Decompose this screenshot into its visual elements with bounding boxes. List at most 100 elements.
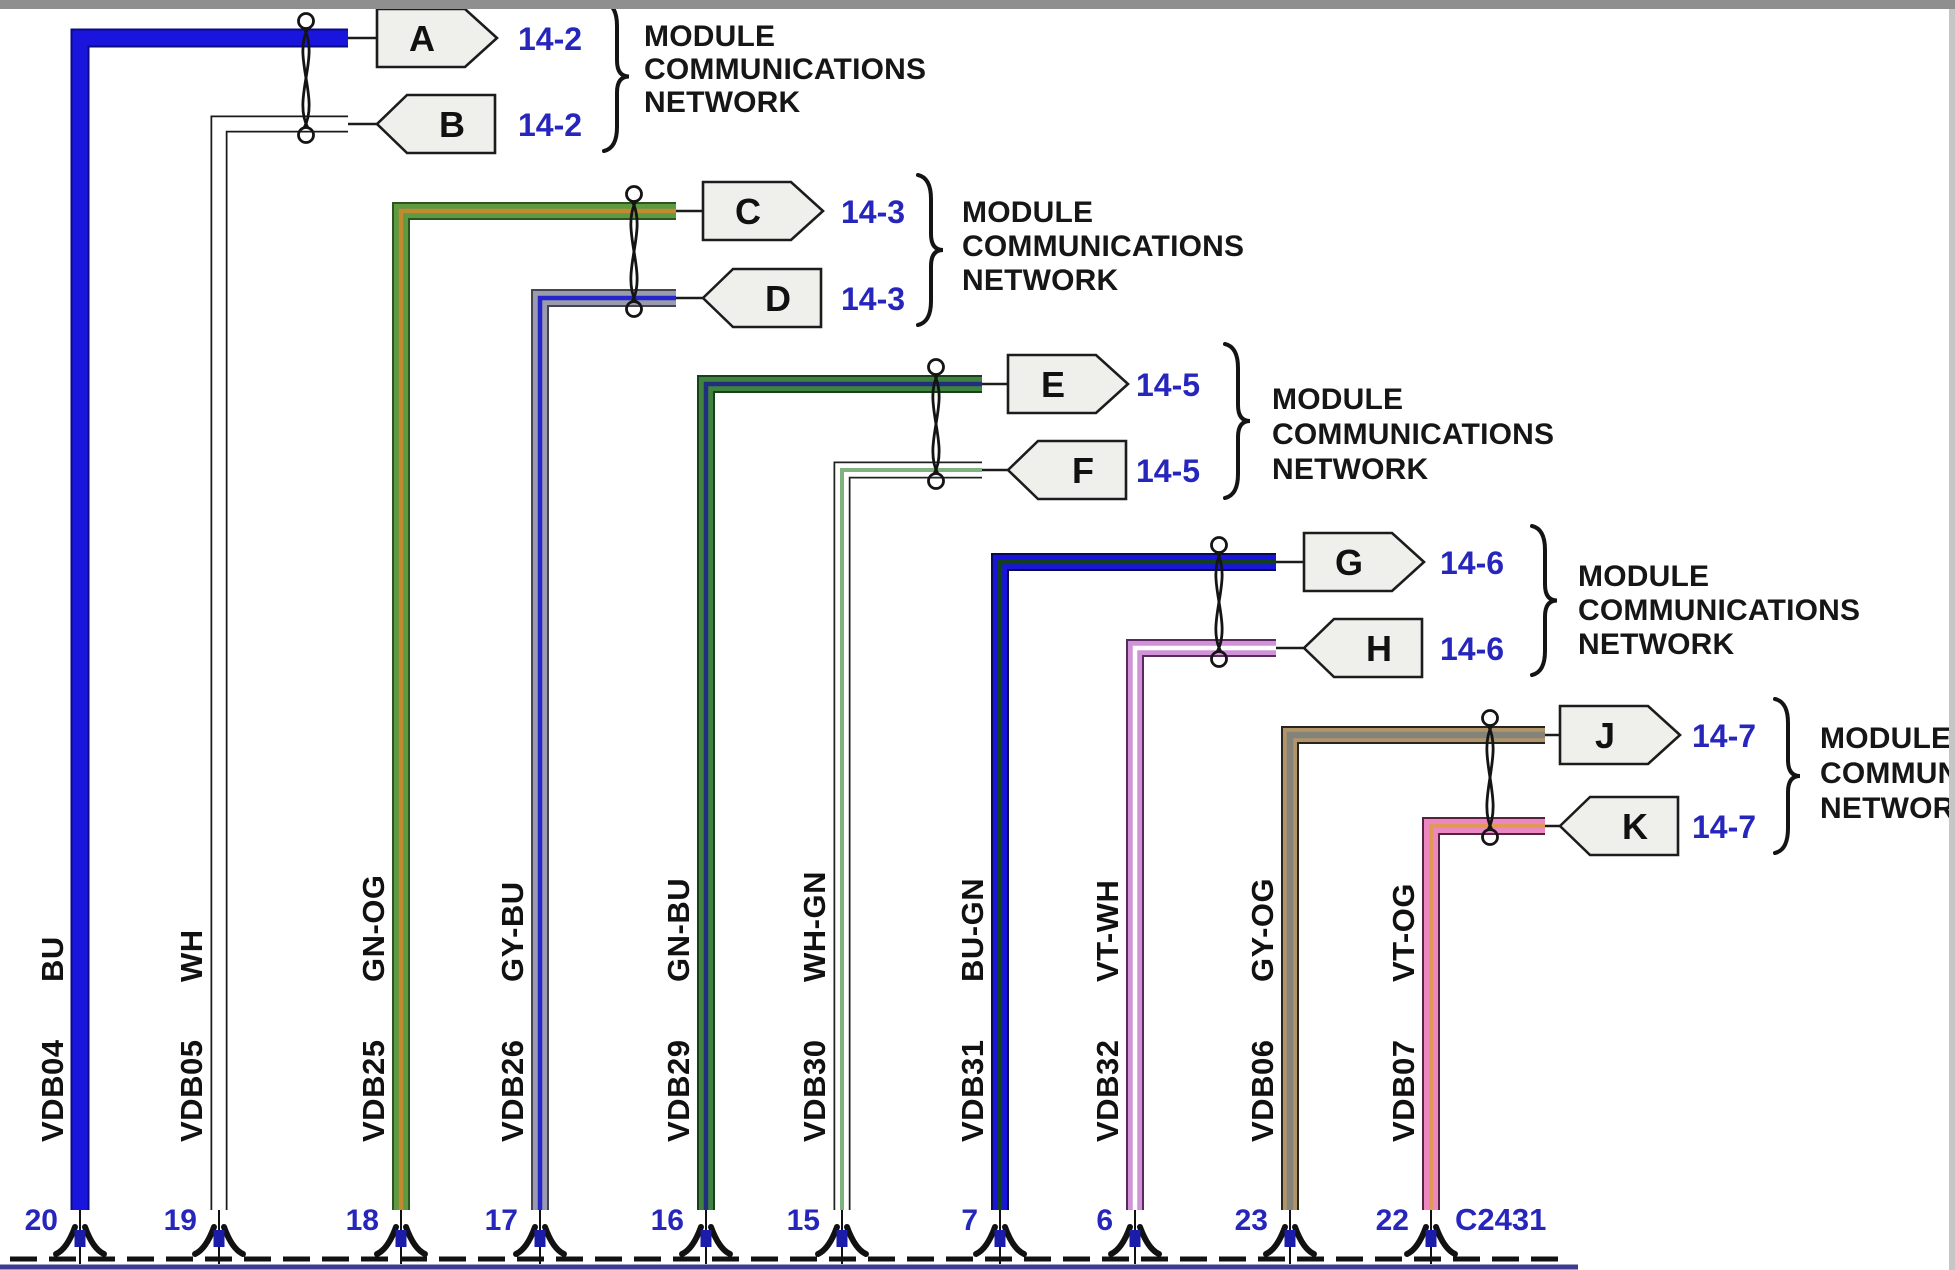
wire-vdb29-color-label: GN-BU [661,878,696,982]
page-top-edge [0,0,1955,9]
wire-vdb07-stripe [1429,824,1545,1210]
pin-7-number: 7 [961,1204,978,1237]
tag-h-letter: H [1366,628,1392,669]
tag-g-page-ref[interactable]: 14-6 [1440,545,1504,581]
pin-23-prong-right [1292,1224,1317,1257]
network-label-line: NETWORK [1272,453,1429,486]
tag-e[interactable] [1006,353,1130,415]
pin-17-number: 17 [485,1204,518,1237]
tag-k-page-ref[interactable]: 14-7 [1692,809,1756,845]
group-14-2: A 14-2 B 14-2 MODULE COMMUNICATIONS NETW… [297,0,926,155]
pin-20-number: 20 [25,1204,58,1237]
pin-6-number: 6 [1096,1204,1113,1237]
wire-vdb06: GY-OG VDB06 23 [1235,726,1545,1264]
twisted-pair-symbol [1210,536,1228,668]
network-label-line: MODULE [1272,383,1403,416]
pin-22-number: 22 [1376,1204,1409,1237]
twisted-pair-symbol [1481,709,1499,846]
network-label-line: MODULE [962,196,1093,229]
tag-h-page-ref[interactable]: 14-6 [1440,631,1504,667]
group-brace [1223,342,1251,500]
network-label-line: COMMUNICATIONS [1820,757,1955,790]
tag-c-page-ref[interactable]: 14-3 [841,194,905,230]
pin-18-terminal [395,1230,407,1247]
wire-vdb25-color-label: GN-OG [356,874,391,982]
page-right-edge [1949,9,1955,1270]
twisted-pair-symbol [297,12,315,144]
tag-a-page-ref[interactable]: 14-2 [518,21,582,57]
wire-vdb32-circuit-label: VDB32 [1090,1040,1125,1142]
pin-22-prong-right [1433,1224,1458,1257]
tag-d-page-ref[interactable]: 14-3 [841,281,905,317]
pin-6-prong-left [1108,1224,1133,1257]
pin-20-prong-left [53,1224,78,1257]
wire-vdb31: BU-GN VDB31 7 [955,553,1276,1264]
tag-d[interactable] [701,267,823,329]
wire-vdb04-color-label: BU [35,936,70,982]
wire-vdb06-circuit-label: VDB06 [1245,1040,1280,1142]
wire-vdb06-stripe [1286,731,1545,1210]
tag-k[interactable] [1558,795,1680,857]
pin-15-prong-left [815,1224,840,1257]
tag-c-letter: C [735,191,761,232]
wire-vdb25: GN-OG VDB25 18 [346,202,676,1264]
wire-vdb26: GY-BU VDB26 17 [485,289,676,1264]
wire-vdb25-stripe [398,208,676,1210]
pin-20-prong-right [82,1224,107,1257]
wire-vdb04: BU VDB04 20 [25,28,348,1264]
pin-20-terminal [74,1230,86,1247]
pin-7-terminal [994,1230,1006,1247]
network-label-line: NETWORK [1578,628,1735,661]
network-label-line: NETWORK [962,264,1119,297]
wire-vdb26-color-label: GY-BU [495,881,530,982]
pin-22-prong-left [1404,1224,1429,1257]
group-14-6: G 14-6 H 14-6 MODULE COMMUNICATIONS NETW… [1210,524,1860,679]
wire-vdb26-circuit-label: VDB26 [495,1040,530,1142]
tag-f[interactable] [1006,439,1128,501]
pin-23-prong-left [1263,1224,1288,1257]
pin-18-prong-left [374,1224,399,1257]
wire-vdb31-circuit-label: VDB31 [955,1040,990,1142]
wire-vdb26-stripe [537,295,676,1210]
network-label-line: COMMUNICATIONS [644,53,926,86]
tag-f-page-ref[interactable]: 14-5 [1136,453,1200,489]
pin-16-prong-right [708,1224,733,1257]
wire-vdb04-circuit-label: VDB04 [35,1039,70,1142]
network-label-line: COMMUNICATIONS [962,230,1244,263]
tag-g[interactable] [1302,531,1426,593]
wire-vdb07: VT-OG VDB07 22 [1376,817,1545,1264]
tag-b-page-ref[interactable]: 14-2 [518,107,582,143]
tag-e-page-ref[interactable]: 14-5 [1136,367,1200,403]
tag-b[interactable] [375,93,497,155]
pin-18-number: 18 [346,1204,379,1237]
pin-18-prong-right [403,1224,428,1257]
wire-vdb25-circuit-label: VDB25 [356,1040,391,1142]
network-label-line: MODULE [1578,560,1709,593]
pin-6-prong-right [1137,1224,1162,1257]
wire-vdb30-color-label: WH-GN [797,871,832,982]
pin-17-prong-right [542,1224,567,1257]
wire-vdb05-circuit-label: VDB05 [174,1040,209,1142]
wire-vdb07-color-label: VT-OG [1386,883,1421,982]
tag-j[interactable] [1558,704,1682,766]
pin-19-prong-left [192,1224,217,1257]
pin-16-number: 16 [651,1204,684,1237]
wire-vdb31-color-label: BU-GN [955,878,990,982]
pin-15-terminal [836,1230,848,1247]
pin-7-prong-left [973,1224,998,1257]
group-brace [916,173,944,327]
pin-15-number: 15 [787,1204,820,1237]
tag-a-letter: A [409,18,435,59]
tag-e-letter: E [1041,364,1065,405]
tag-g-letter: G [1335,542,1363,583]
tag-h[interactable] [1302,617,1424,679]
wire-vdb32: VT-WH VDB32 6 [1090,639,1276,1264]
tag-j-page-ref[interactable]: 14-7 [1692,718,1756,754]
pin-15-prong-right [844,1224,869,1257]
group-brace [602,0,630,153]
tag-c[interactable] [701,180,825,242]
pin-16-terminal [700,1230,712,1247]
group-brace [1530,524,1558,677]
